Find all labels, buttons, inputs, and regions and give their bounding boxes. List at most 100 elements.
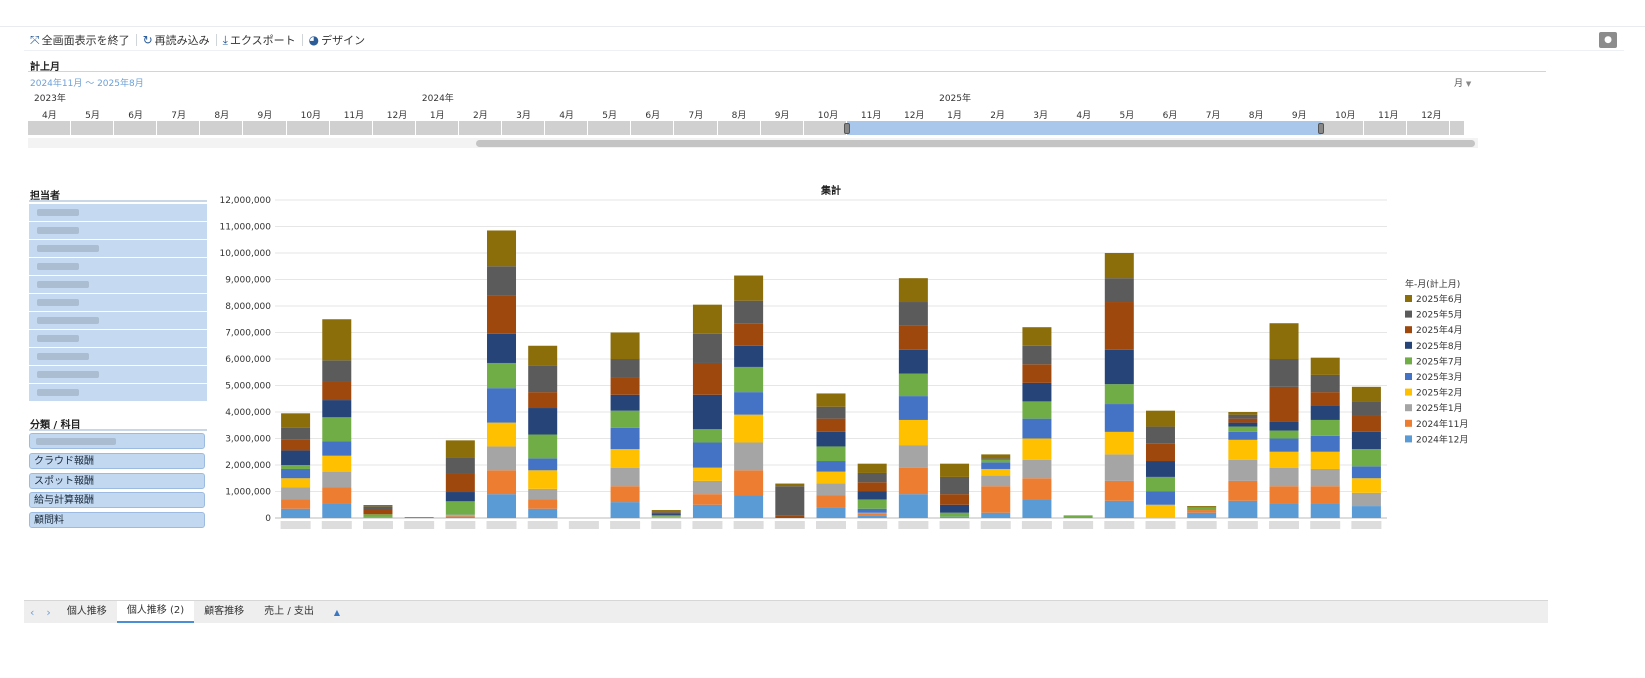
tab-customer[interactable]: 顧客推移	[204, 606, 245, 617]
bar-segment	[1351, 415, 1381, 432]
timeline-month-cell[interactable]	[157, 121, 201, 135]
timeline-month-cell[interactable]	[28, 121, 72, 135]
person-item[interactable]	[29, 204, 207, 221]
person-item[interactable]	[29, 222, 207, 239]
person-item[interactable]	[29, 258, 207, 275]
redacted-text	[37, 389, 79, 396]
person-item[interactable]	[29, 276, 207, 293]
y-tick-label: 6,000,000	[225, 355, 271, 365]
tab-prev-icon[interactable]: ‹	[30, 605, 35, 619]
timeline-scrollbar[interactable]	[476, 140, 1475, 147]
bar-segment	[898, 467, 928, 495]
bar-segment	[363, 517, 393, 518]
bar-segment	[1310, 486, 1340, 504]
person-item[interactable]	[29, 366, 207, 383]
legend-label: 2025年7月	[1416, 355, 1463, 367]
category-item-redacted[interactable]	[29, 433, 205, 449]
timeline-month-cell[interactable]	[1407, 121, 1451, 135]
bar-segment	[1022, 327, 1052, 346]
timeline-month-cell[interactable]	[114, 121, 158, 135]
bar-segment	[281, 508, 311, 518]
timeline-start-handle[interactable]	[843, 123, 850, 134]
bar-segment	[651, 512, 681, 515]
bar-segment	[775, 515, 805, 518]
comment-button[interactable]: ●	[1599, 32, 1617, 48]
reload-button[interactable]: ↻ 再読み込み	[137, 31, 216, 49]
bar-segment	[1104, 454, 1134, 481]
timeline-month-label: 11月	[343, 111, 365, 121]
legend-label: 2025年8月	[1416, 340, 1463, 352]
bar-segment	[1228, 480, 1258, 501]
timeline-month-label: 8月	[731, 111, 747, 121]
timeline-unit-dropdown[interactable]: 月 ▼	[1454, 76, 1471, 89]
redacted-text	[37, 353, 89, 360]
timeline-selection[interactable]	[846, 121, 1321, 135]
bar-segment	[1104, 278, 1134, 303]
person-item[interactable]	[29, 294, 207, 311]
y-tick-label: 1,000,000	[225, 488, 271, 498]
timeline-month-cell[interactable]	[244, 121, 287, 135]
category-item-advisory[interactable]: 顧問料	[29, 512, 205, 528]
timeline-month-cell[interactable]	[1321, 121, 1365, 135]
timeline-month-cell[interactable]	[761, 121, 804, 135]
bar-segment	[651, 514, 681, 516]
timeline-month-cell[interactable]	[330, 121, 373, 135]
tab-personal[interactable]: 個人推移	[66, 606, 107, 617]
timeline-month-cell[interactable]	[459, 121, 503, 135]
tab-menu-up-icon[interactable]: ▲	[333, 607, 341, 617]
exit-fullscreen-button[interactable]: ⤧ 全画面表示を終了	[24, 31, 136, 49]
person-item[interactable]	[29, 330, 207, 347]
bar-segment	[734, 275, 764, 301]
timeline-month-label: 5月	[1119, 111, 1135, 121]
timeline-month-cell[interactable]	[804, 121, 847, 135]
person-item[interactable]	[29, 348, 207, 365]
timeline-month-cell[interactable]	[502, 121, 546, 135]
bar-segment	[445, 473, 475, 493]
timeline-month-cell[interactable]	[675, 121, 718, 135]
legend-swatch	[1405, 295, 1412, 302]
bar-segment	[898, 349, 928, 374]
legend-swatch	[1405, 419, 1412, 427]
timeline-month-cell[interactable]	[631, 121, 675, 135]
timeline-month-cell[interactable]	[287, 121, 330, 135]
category-item-spot[interactable]: スポット報酬	[29, 473, 205, 489]
timeline-month-label: 6月	[128, 111, 143, 121]
bar-segment	[1310, 357, 1340, 375]
person-item[interactable]	[29, 240, 207, 257]
timeline-month-cell[interactable]	[416, 121, 459, 135]
bar-segment	[1310, 503, 1340, 518]
legend-label: 2025年4月	[1416, 324, 1463, 336]
redacted-text	[37, 227, 79, 234]
bar-segment	[363, 517, 393, 518]
timeline-end-handle[interactable]	[1318, 123, 1324, 134]
timeline-month-cell[interactable]	[718, 121, 761, 135]
timeline-month-cell[interactable]	[1364, 121, 1408, 135]
bar-segment	[322, 319, 352, 361]
y-tick-label: 11,000,000	[219, 223, 271, 233]
bar-segment	[1310, 468, 1340, 487]
timeline-month-cell[interactable]	[588, 121, 632, 135]
tab-sales-expense[interactable]: 売上 / 支出	[264, 606, 314, 617]
redacted-text	[37, 299, 79, 306]
design-button[interactable]: ◕ デザイン	[303, 31, 371, 49]
tab-next-icon[interactable]: ›	[46, 605, 51, 619]
category-item-cloud[interactable]: クラウド報酬	[29, 453, 205, 469]
bar-segment	[1351, 401, 1381, 416]
timeline-month-cell[interactable]	[200, 121, 244, 135]
export-button[interactable]: ⤓ エクスポート	[217, 31, 302, 49]
bar-segment	[281, 450, 311, 465]
bar-segment	[898, 445, 928, 468]
timeline-month-cell[interactable]	[71, 121, 115, 135]
bar-segment	[981, 459, 1011, 463]
tab-personal-2[interactable]: 個人推移 (2)	[116, 601, 195, 623]
person-item[interactable]	[29, 384, 207, 401]
bar-segment	[404, 517, 434, 518]
timeline-month-label: 8月	[214, 111, 230, 121]
timeline-month-label: 10月	[300, 111, 322, 121]
timeline-month-cell[interactable]	[373, 121, 416, 135]
timeline-month-cell[interactable]	[545, 121, 589, 135]
category-item-payroll[interactable]: 給与計算報酬	[29, 492, 205, 508]
person-item[interactable]	[29, 312, 207, 329]
bar-segment	[898, 494, 928, 518]
timeline-month-label: 8月	[1248, 111, 1264, 121]
